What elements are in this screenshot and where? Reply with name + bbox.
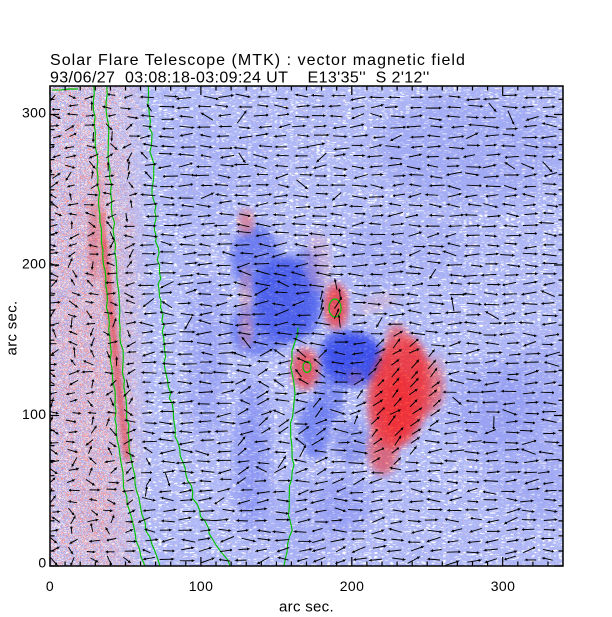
svg-text:Solar Flare Telescope (MTK) :: Solar Flare Telescope (MTK) : vector mag… bbox=[50, 52, 466, 69]
svg-text:93/06/27 03:08:18-03:09:24 UT: 93/06/27 03:08:18-03:09:24 UT E13'35'' S… bbox=[50, 69, 430, 86]
svg-text:0: 0 bbox=[38, 555, 46, 571]
svg-text:200: 200 bbox=[340, 578, 365, 594]
svg-text:100: 100 bbox=[22, 406, 47, 422]
svg-text:arc sec.: arc sec. bbox=[279, 599, 334, 616]
svg-text:300: 300 bbox=[22, 105, 47, 121]
svg-text:100: 100 bbox=[189, 578, 214, 594]
svg-text:300: 300 bbox=[491, 578, 516, 594]
svg-text:0: 0 bbox=[46, 578, 54, 594]
svg-text:200: 200 bbox=[22, 256, 47, 272]
svg-text:arc sec.: arc sec. bbox=[4, 301, 21, 356]
